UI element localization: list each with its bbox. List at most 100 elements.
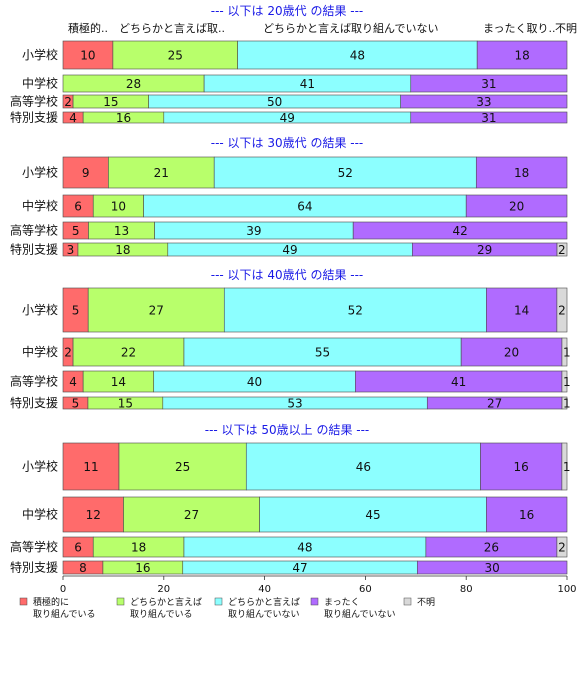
bar-value-label: 15	[118, 397, 133, 411]
bar-segment	[62, 156, 109, 189]
row-label: 小学校	[22, 165, 58, 180]
x-tick-label: 80	[460, 584, 473, 595]
bar-value-label: 2	[558, 243, 566, 257]
bar-segment	[561, 337, 568, 367]
bar-value-label: 6	[74, 541, 82, 555]
bar-value-label: 20	[509, 200, 524, 214]
bar-value-label: 31	[481, 111, 496, 125]
x-tick-label: 40	[258, 584, 271, 595]
bar-value-label: 5	[72, 304, 80, 318]
bar-value-label: 1	[563, 397, 571, 411]
bar-value-label: 50	[267, 95, 282, 109]
bar-value-label: 45	[365, 508, 380, 522]
bar-value-label: 64	[297, 200, 312, 214]
bar-value-label: 49	[282, 243, 297, 257]
bar-value-label: 27	[149, 304, 164, 318]
bar-segment	[556, 536, 568, 558]
bar-value-label: 25	[175, 460, 190, 474]
bar-value-label: 3	[67, 243, 75, 257]
group-title: --- 以下は 20歳代 の結果 ---	[211, 4, 364, 18]
row-label: 中学校	[22, 76, 58, 91]
bar-value-label: 10	[111, 200, 126, 214]
row-label: 小学校	[22, 47, 58, 62]
legend-label: 積極的に	[33, 596, 69, 608]
bar-value-label: 2	[64, 95, 72, 109]
bar-value-label: 22	[121, 346, 136, 360]
row-label: 高等学校	[10, 539, 58, 554]
bar-segment	[237, 40, 478, 70]
x-tick-label: 100	[557, 584, 576, 595]
bar-value-label: 18	[514, 166, 529, 180]
bar-segment	[556, 242, 568, 257]
bar-value-label: 11	[83, 460, 98, 474]
bar-value-label: 33	[476, 95, 491, 109]
bar-value-label: 13	[114, 224, 129, 238]
row-label: 中学校	[22, 507, 58, 522]
bar-value-label: 28	[126, 77, 141, 91]
legend-swatch	[310, 597, 319, 606]
row-label: 特別支援	[10, 110, 58, 125]
row-label: 高等学校	[10, 94, 58, 109]
bar-value-label: 47	[292, 561, 307, 575]
bar-value-label: 42	[452, 224, 467, 238]
bar-value-label: 2	[558, 304, 566, 318]
bar-value-label: 1	[563, 460, 571, 474]
bar-segment	[486, 496, 568, 533]
bar-value-label: 16	[514, 460, 529, 474]
bar-value-label: 15	[103, 95, 118, 109]
bar-value-label: 4	[69, 111, 77, 125]
bar-segment	[476, 40, 568, 70]
category-header-label: どちらかと言えば取り組んでいない	[263, 22, 438, 35]
row-label: 高等学校	[10, 374, 58, 389]
bar-value-label: 29	[477, 243, 492, 257]
bar-segment	[87, 287, 225, 333]
bar-value-label: 52	[338, 166, 353, 180]
bar-value-label: 41	[451, 375, 466, 389]
bar-value-label: 14	[514, 304, 529, 318]
row-label: 小学校	[22, 302, 58, 317]
bar-segment	[213, 156, 477, 189]
category-header-label: 不明	[555, 22, 577, 35]
legend-label: どちらかと言えば	[228, 596, 300, 608]
bar-segment	[62, 287, 89, 333]
row-label: 特別支援	[10, 560, 58, 575]
row-label: 小学校	[22, 459, 58, 474]
legend-label: 取り組んでいない	[228, 608, 300, 620]
bar-value-label: 49	[280, 111, 295, 125]
bar-value-label: 48	[297, 541, 312, 555]
legend-swatch	[403, 597, 412, 606]
bar-value-label: 30	[485, 561, 500, 575]
bar-value-label: 27	[487, 397, 502, 411]
legend-swatch	[214, 597, 223, 606]
bar-value-label: 10	[80, 49, 95, 63]
bar-value-label: 8	[79, 561, 87, 575]
bar-value-label: 25	[168, 49, 183, 63]
legend-label: 取り組んでいない	[324, 608, 396, 620]
bar-value-label: 39	[246, 224, 261, 238]
bar-value-label: 18	[115, 243, 130, 257]
bar-value-label: 2	[64, 346, 72, 360]
bar-value-label: 5	[72, 224, 80, 238]
x-tick-label: 20	[157, 584, 170, 595]
bar-segment	[112, 40, 238, 70]
category-header-label: どちらかと言えば取..	[119, 22, 225, 35]
bar-segment	[72, 337, 185, 367]
bar-value-label: 1	[563, 346, 571, 360]
legend-label: 不明	[417, 597, 435, 608]
bar-value-label: 14	[111, 375, 126, 389]
row-label: 中学校	[22, 198, 58, 213]
bar-segment	[561, 396, 568, 410]
row-label: 中学校	[22, 344, 58, 359]
bar-segment	[561, 442, 568, 491]
bar-value-label: 27	[184, 508, 199, 522]
bar-value-label: 5	[72, 397, 80, 411]
bar-segment	[108, 156, 215, 189]
bar-value-label: 20	[504, 346, 519, 360]
bar-value-label: 21	[154, 166, 169, 180]
bar-value-label: 2	[558, 541, 566, 555]
bar-segment	[416, 560, 568, 575]
bar-segment	[352, 221, 568, 240]
bar-segment	[259, 496, 487, 533]
row-label: 特別支援	[10, 395, 58, 410]
